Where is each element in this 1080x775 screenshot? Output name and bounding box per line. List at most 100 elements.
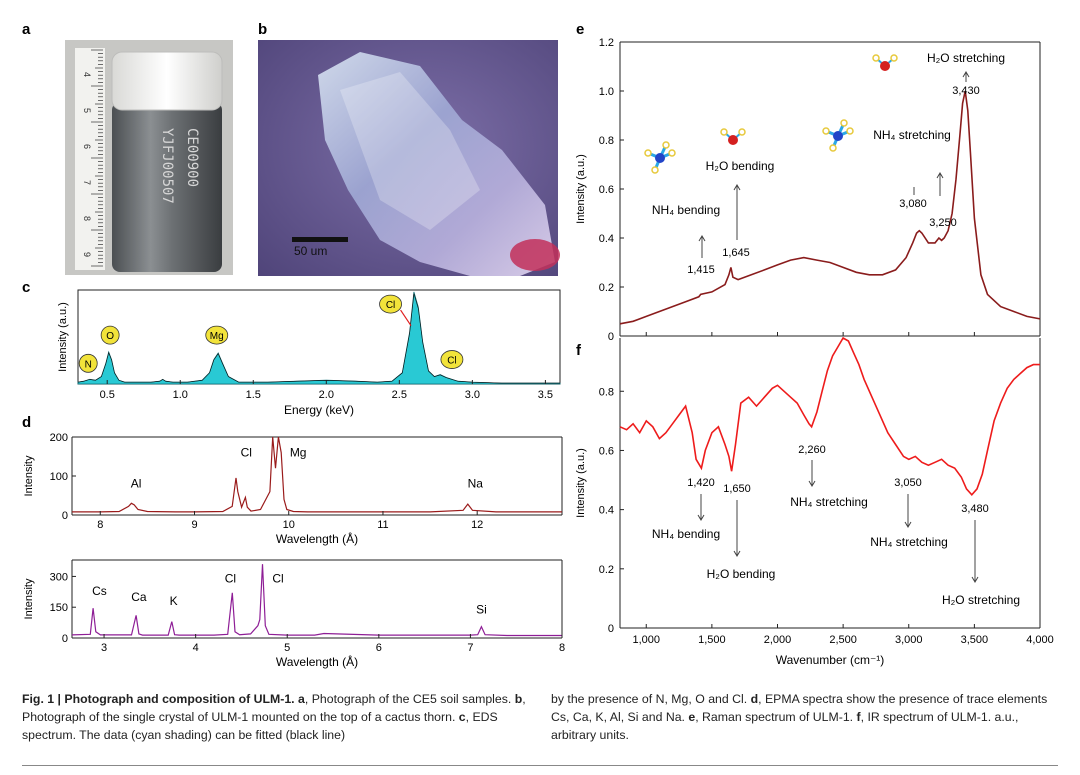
ir-spectrum-line xyxy=(619,336,1040,497)
ir-nh4-bending-label: NH₄ bending xyxy=(652,527,720,541)
y-tick-label-f: 0 xyxy=(608,623,614,635)
y-tick-label: 150 xyxy=(50,602,68,614)
element-badge-label: Cl xyxy=(447,356,456,367)
y-tick-label: 0 xyxy=(62,633,68,645)
ruler xyxy=(75,48,105,270)
raman-peak-label: 1,415 xyxy=(687,264,715,276)
y-tick-label: 200 xyxy=(50,432,68,444)
x-tick-label-c: 2.5 xyxy=(392,389,407,401)
scale-bar xyxy=(292,237,348,242)
caption-ref-b: b xyxy=(514,692,523,706)
molecule-h-atom xyxy=(651,166,659,174)
caption-text-4: , IR spectrum of ULM-1. a.u., arbitrary … xyxy=(551,710,1019,742)
ir-peak-label: 1,420 xyxy=(687,477,715,489)
ruler-number: 6 xyxy=(82,144,92,149)
molecule-h-atom xyxy=(822,127,830,135)
x-tick-label-c: 3.0 xyxy=(465,389,480,401)
ir-arrow-head xyxy=(697,514,705,521)
y-tick-label-e: 1.2 xyxy=(599,37,614,49)
caption-text-2: , EPMA spectra show the presence of trac… xyxy=(551,692,1048,724)
x-tick-label: 9 xyxy=(191,519,197,531)
ruler-ticks xyxy=(91,49,103,267)
y-axis-label: Intensity xyxy=(23,578,35,619)
peak-label: Al xyxy=(131,477,142,491)
h2o-stretching-label: H₂O stretching xyxy=(927,51,1005,65)
element-badge xyxy=(100,325,120,345)
caption-figure-title: Fig. 1 | Photograph and composition of U… xyxy=(22,692,295,706)
element-badge-label: Cl xyxy=(386,300,395,311)
ruler-numbers: 4 5 6 7 8 9 xyxy=(82,72,92,257)
x-tick-label-f: 1,500 xyxy=(698,634,726,646)
ir-peak-label: 3,050 xyxy=(894,477,922,489)
chart-f-ir: 0 0.2 0.4 0.6 0.8 1,000 1,500 2,000 2,500 3,000 3,… xyxy=(575,336,1054,667)
x-tick-label-c: 2.0 xyxy=(319,389,334,401)
molecule-o-atom xyxy=(728,135,738,145)
raman-spectrum-line xyxy=(619,90,1041,325)
ruler-number: 9 xyxy=(82,252,92,257)
raman-peak-label: 3,250 xyxy=(929,217,957,229)
x-tick-label: 11 xyxy=(377,519,388,531)
caption-ref-f: f xyxy=(856,710,861,724)
vial-body xyxy=(112,102,222,272)
crystal-highlight xyxy=(340,72,480,230)
x-tick-label-f: 4,000 xyxy=(1026,634,1054,646)
x-tick-label-c: 1.5 xyxy=(246,389,261,401)
caption-right: by the presence of N, Mg, O and Cl. d, E… xyxy=(551,690,1056,744)
raman-arrow-head xyxy=(962,71,970,78)
ruler-number: 5 xyxy=(82,108,92,113)
crystal xyxy=(318,52,555,276)
element-badge xyxy=(379,294,402,314)
nh4-bending-label: NH₄ bending xyxy=(652,203,720,217)
molecule-h-atom xyxy=(738,128,746,136)
eds-spectrum-area xyxy=(77,291,561,385)
ir-arrow-head xyxy=(808,480,816,487)
panel-label-c: c xyxy=(22,279,30,296)
element-badge xyxy=(78,353,98,373)
ir-peak-label: 1,650 xyxy=(723,483,751,495)
y-tick-label-e: 1.0 xyxy=(599,86,614,98)
peak-label: Ca xyxy=(131,590,147,604)
x-tick-label-f: 2,000 xyxy=(764,634,792,646)
chart-c-eds: 0.5 1.0 1.5 2.0 2.5 3.0 3.5 Energy (keV) Intensi… xyxy=(57,289,561,417)
molecule-h-atom xyxy=(662,141,670,149)
ir-arrow-head xyxy=(904,521,912,528)
ir-nh4-stretching-label-1: NH₄ stretching xyxy=(790,495,868,509)
spectrum-line xyxy=(72,436,562,513)
eds-fit-line xyxy=(77,293,560,384)
ruler-number: 7 xyxy=(82,180,92,185)
peak-label: Na xyxy=(468,477,484,491)
peak-label: Si xyxy=(476,602,487,616)
caption-text-c: , EDS spectrum. The data (cyan shading) … xyxy=(22,710,498,742)
molecule-h-atom xyxy=(846,127,854,135)
x-tick-label-f: 3,500 xyxy=(961,634,989,646)
ir-peak-label: 2,260 xyxy=(798,444,826,456)
element-badge-label: O xyxy=(106,331,114,342)
vial-label-2: YJFJ00507 xyxy=(159,128,175,204)
raman-arrow-head xyxy=(698,235,706,242)
x-tick-label: 6 xyxy=(376,642,382,654)
x-tick-label: 7 xyxy=(467,642,473,654)
panel-b: b 50 um xyxy=(258,21,560,276)
y-tick-label-f: 0.2 xyxy=(599,564,614,576)
ruler-number: 8 xyxy=(82,216,92,221)
y-tick-label-f: 0.4 xyxy=(599,505,614,517)
molecule-n-atom xyxy=(655,153,665,163)
raman-peak-label: 3,080 xyxy=(899,198,927,210)
x-axis-label: Wavelength (Å) xyxy=(276,531,358,546)
caption-text-a: , Photograph of the CE5 soil samples. xyxy=(304,692,515,706)
molecule-h-atom xyxy=(872,54,880,62)
y-axis-label-f: Intensity (a.u.) xyxy=(575,448,587,518)
raman-peak-label: 3,430 xyxy=(952,85,980,97)
element-badge xyxy=(440,350,464,369)
x-tick-label: 3 xyxy=(101,642,107,654)
y-tick-label-e: 0.6 xyxy=(599,184,614,196)
caption-rule xyxy=(22,765,1058,766)
molecule-n-atom xyxy=(833,131,843,141)
cactus-tip xyxy=(510,239,560,271)
caption-left: Fig. 1 | Photograph and composition of U… xyxy=(22,690,527,744)
caption-text-1: by the presence of N, Mg, O and Cl. xyxy=(551,692,751,706)
element-badge-label: Mg xyxy=(210,331,224,342)
caption-ref-c: c xyxy=(458,710,466,724)
molecule-h-atom xyxy=(668,149,676,157)
x-tick-label: 4 xyxy=(193,642,199,654)
